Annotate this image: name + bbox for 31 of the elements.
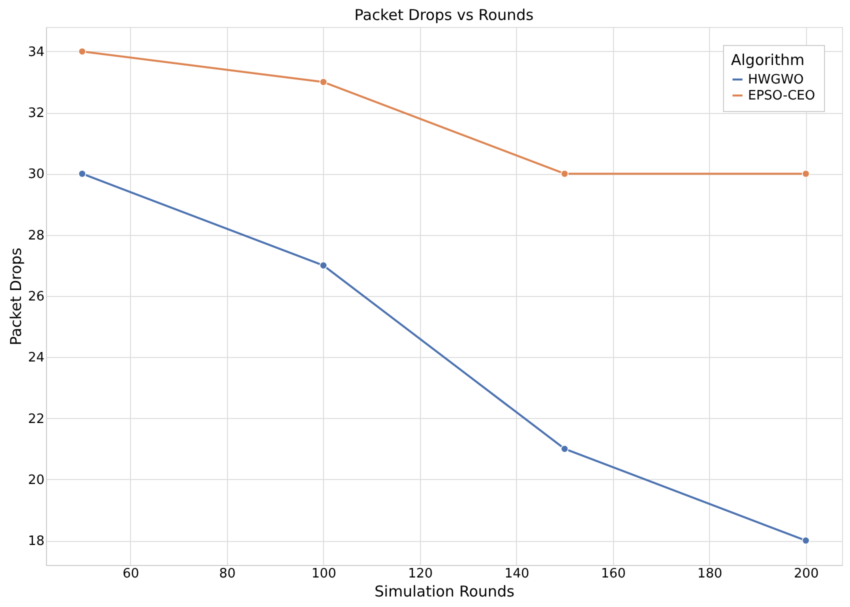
x-tick-label: 80 xyxy=(219,566,236,582)
chart-title: Packet Drops vs Rounds xyxy=(354,6,534,24)
x-tick-label: 100 xyxy=(311,566,336,582)
y-tick-label: 34 xyxy=(28,44,44,60)
x-tick-label: 180 xyxy=(697,566,722,582)
legend-label: EPSO-CEO xyxy=(748,88,816,104)
y-tick-label: 30 xyxy=(28,167,44,182)
y-tick-label: 24 xyxy=(28,350,44,366)
point xyxy=(560,170,569,178)
point xyxy=(78,48,86,56)
legend-title: Algorithm xyxy=(731,51,804,69)
y-tick-label: 22 xyxy=(28,412,44,427)
point xyxy=(802,536,810,544)
legend-label: HWGWO xyxy=(748,72,804,88)
y-tick-label: 26 xyxy=(28,290,44,304)
y-tick-label: 20 xyxy=(28,472,44,488)
y-tick-label: 28 xyxy=(28,228,44,244)
x-axis-title: Simulation Rounds xyxy=(374,582,515,600)
point xyxy=(78,170,86,178)
point xyxy=(319,78,328,86)
x-tick-label: 160 xyxy=(600,566,626,582)
x-tick-label: 60 xyxy=(122,566,140,582)
y-axis-title: Packet Drops xyxy=(6,247,25,346)
y-tick-label: 32 xyxy=(28,106,44,122)
y-tick-label: 18 xyxy=(28,534,44,550)
point xyxy=(802,170,810,178)
x-tick-label: 200 xyxy=(794,566,819,582)
x-tick-label: 120 xyxy=(408,566,433,582)
point xyxy=(319,262,328,270)
x-tick-label: 140 xyxy=(504,566,530,582)
point xyxy=(560,444,569,453)
